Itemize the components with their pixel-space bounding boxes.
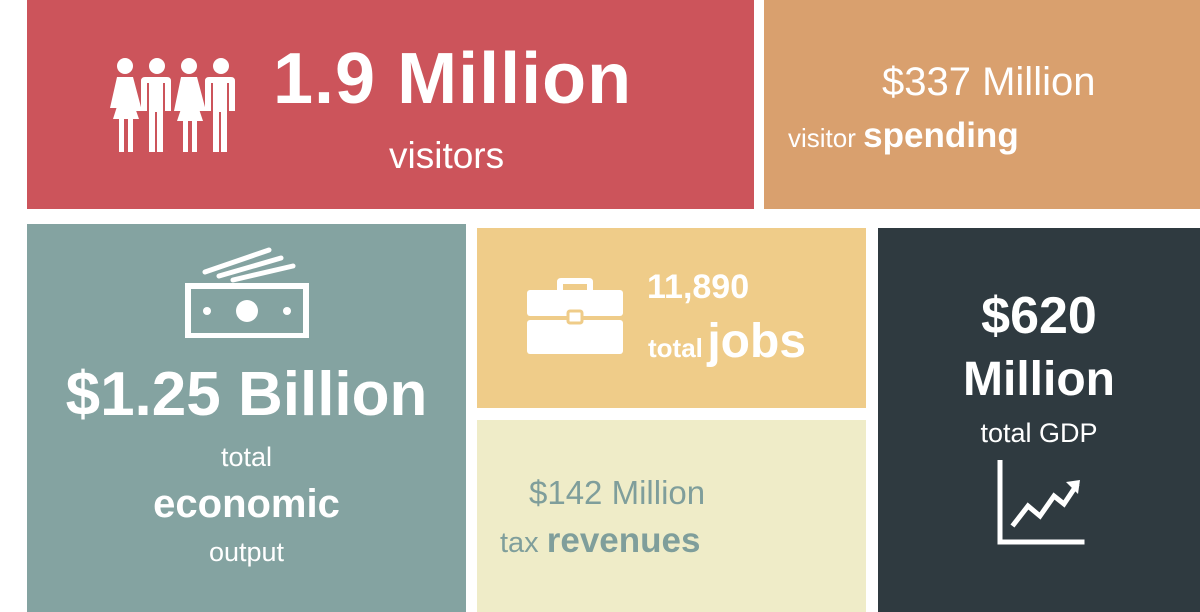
output-label-line1: total <box>220 442 273 472</box>
jobs-label-emphasis: jobs <box>707 315 807 368</box>
growth-chart-icon <box>997 460 1085 545</box>
gdp-value-line2: Million <box>963 353 1115 406</box>
money-icon <box>185 247 309 338</box>
briefcase-icon <box>527 278 623 354</box>
visitors-value: 1.9 Million <box>273 39 633 119</box>
output-label-line3: output <box>208 537 285 567</box>
spending-value: $337 Million <box>882 60 1096 104</box>
visitors-label: visitors <box>389 135 505 176</box>
jobs-value: 11,890 <box>647 268 750 306</box>
tax-label-prefix: tax <box>500 527 539 559</box>
spending-tile: $337 Million visitor spending <box>764 0 1200 209</box>
jobs-label-prefix: total <box>648 333 703 363</box>
tax-label-emphasis: revenues <box>546 521 701 560</box>
spending-label-emphasis: spending <box>863 116 1019 155</box>
output-label-line2: economic <box>153 482 340 526</box>
economic-output-tile: $1.25 Billion total economic output <box>27 224 466 612</box>
tax-label: tax revenues <box>500 523 700 558</box>
gdp-label: total GDP <box>980 418 1098 448</box>
jobs-label: total jobs <box>648 318 806 366</box>
tax-tile: $142 Million tax revenues <box>477 420 866 612</box>
output-value: $1.25 Billion <box>65 360 428 429</box>
spending-label: visitor spending <box>788 118 1019 153</box>
jobs-tile: 11,890 total jobs <box>477 228 866 408</box>
people-icon <box>110 58 235 152</box>
gdp-value-line1: $620 <box>981 287 1097 345</box>
gdp-tile: $620 Million total GDP <box>878 228 1200 612</box>
visitors-tile: 1.9 Million visitors <box>27 0 754 209</box>
tax-value: $142 Million <box>529 474 706 511</box>
spending-label-prefix: visitor <box>788 123 856 153</box>
